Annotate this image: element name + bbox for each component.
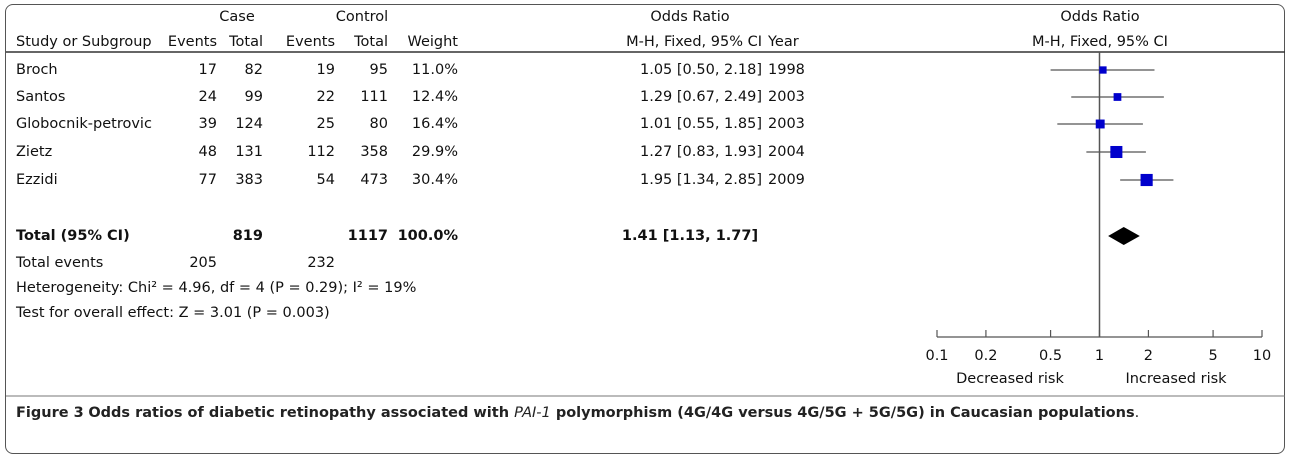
- column-header: M-H, Fixed, 95% CI: [626, 34, 762, 50]
- weight: 12.4%: [412, 89, 458, 105]
- weight: 29.9%: [412, 144, 458, 160]
- heterogeneity: Heterogeneity: Chi² = 4.96, df = 4 (P = …: [16, 280, 416, 296]
- column-header: Total: [353, 34, 388, 50]
- overall-effect: Test for overall effect: Z = 3.01 (P = 0…: [15, 305, 330, 321]
- cell: 77: [199, 172, 217, 188]
- caption-text: Odds ratios of diabetic retinopathy asso…: [88, 405, 515, 421]
- weight: 30.4%: [412, 172, 458, 188]
- odds-ratio-ci: 1.41 [1.13, 1.77]: [622, 228, 758, 244]
- column-header: M-H, Fixed, 95% CI: [1032, 34, 1168, 50]
- group-header: Odds Ratio: [650, 9, 729, 25]
- weight: 100.0%: [398, 228, 459, 244]
- group-header: Odds Ratio: [1060, 9, 1139, 25]
- x-tick-label: 5: [1208, 348, 1217, 364]
- cell: 819: [233, 228, 263, 244]
- figure-frame: [5, 4, 1285, 454]
- odds-ratio-ci: 1.29 [0.67, 2.49]: [640, 89, 762, 105]
- year: 2003: [768, 89, 805, 105]
- study-name: Santos: [16, 89, 65, 105]
- cell: 131: [235, 144, 263, 160]
- cell: 22: [317, 89, 335, 105]
- x-tick-label: 0.1: [925, 348, 948, 364]
- cell: 25: [317, 116, 335, 132]
- odds-ratio-ci: 1.27 [0.83, 1.93]: [640, 144, 762, 160]
- cell: 48: [199, 144, 217, 160]
- study-name: Globocnik-petrovic: [16, 116, 152, 132]
- column-header: Events: [168, 34, 217, 50]
- x-tick-label: 0.2: [974, 348, 997, 364]
- cell: 39: [199, 116, 217, 132]
- cell: 383: [235, 172, 263, 188]
- odds-ratio-ci: 1.95 [1.34, 2.85]: [640, 172, 762, 188]
- group-header: Case: [219, 9, 255, 25]
- cell: 24: [199, 89, 217, 105]
- chart: Case Control Odds Ratio Odds Ratio Study or …: [6, 9, 1285, 397]
- cell: 99: [245, 89, 263, 105]
- study-square: [1099, 66, 1107, 74]
- study-square: [1110, 145, 1123, 159]
- odds-ratio-ci: 1.01 [0.55, 1.85]: [640, 116, 762, 132]
- caption: Figure 3 Odds ratios of diabetic retinop…: [16, 402, 1278, 425]
- cell: 1117: [348, 228, 388, 244]
- cell: 95: [370, 62, 388, 78]
- column-header: Weight: [407, 34, 458, 50]
- total-name: Total (95% CI): [16, 228, 130, 244]
- axis-label: Increased risk: [1125, 371, 1227, 387]
- cell: 205: [189, 255, 217, 271]
- cell: 19: [317, 62, 335, 78]
- axis-label: Decreased risk: [956, 371, 1064, 387]
- weight: 11.0%: [412, 62, 458, 78]
- x-tick-label: 1: [1095, 348, 1104, 364]
- caption-text: polymorphism (4G/4G versus 4G/5G + 5G/5G…: [550, 405, 1135, 421]
- x-tick-label: 2: [1144, 348, 1153, 364]
- column-header: Events: [286, 34, 335, 50]
- total-diamond: [1108, 227, 1140, 245]
- year: 2009: [768, 172, 805, 188]
- cell: 82: [245, 62, 263, 78]
- x-tick-label: 0.5: [1039, 348, 1062, 364]
- cell: 124: [235, 116, 263, 132]
- cell: 17: [199, 62, 217, 78]
- year: 1998: [768, 62, 805, 78]
- year: 2004: [768, 144, 805, 160]
- study-name: Ezzidi: [16, 172, 58, 188]
- group-header: Control: [336, 9, 388, 25]
- cell: 111: [360, 89, 388, 105]
- cell: 473: [360, 172, 388, 188]
- cell: 80: [370, 116, 388, 132]
- study-name: Zietz: [16, 144, 52, 160]
- total-events-name: Total events: [15, 255, 103, 271]
- cell: 358: [360, 144, 388, 160]
- study-square: [1140, 173, 1153, 187]
- odds-ratio-ci: 1.05 [0.50, 2.18]: [640, 62, 762, 78]
- year: 2003: [768, 116, 805, 132]
- cell: 232: [307, 255, 335, 271]
- caption-gene: PAI-1: [514, 405, 551, 421]
- study-square: [1113, 93, 1122, 101]
- weight: 16.4%: [412, 116, 458, 132]
- caption-end: .: [1134, 405, 1140, 421]
- column-header: Study or Subgroup: [16, 34, 152, 50]
- column-header: Total: [228, 34, 263, 50]
- x-tick-label: 10: [1253, 348, 1271, 364]
- study-square: [1095, 119, 1105, 129]
- caption-label: Figure 3: [16, 405, 84, 421]
- cell: 54: [317, 172, 335, 188]
- column-header: Year: [767, 34, 799, 50]
- study-name: Broch: [16, 62, 58, 78]
- cell: 112: [307, 144, 335, 160]
